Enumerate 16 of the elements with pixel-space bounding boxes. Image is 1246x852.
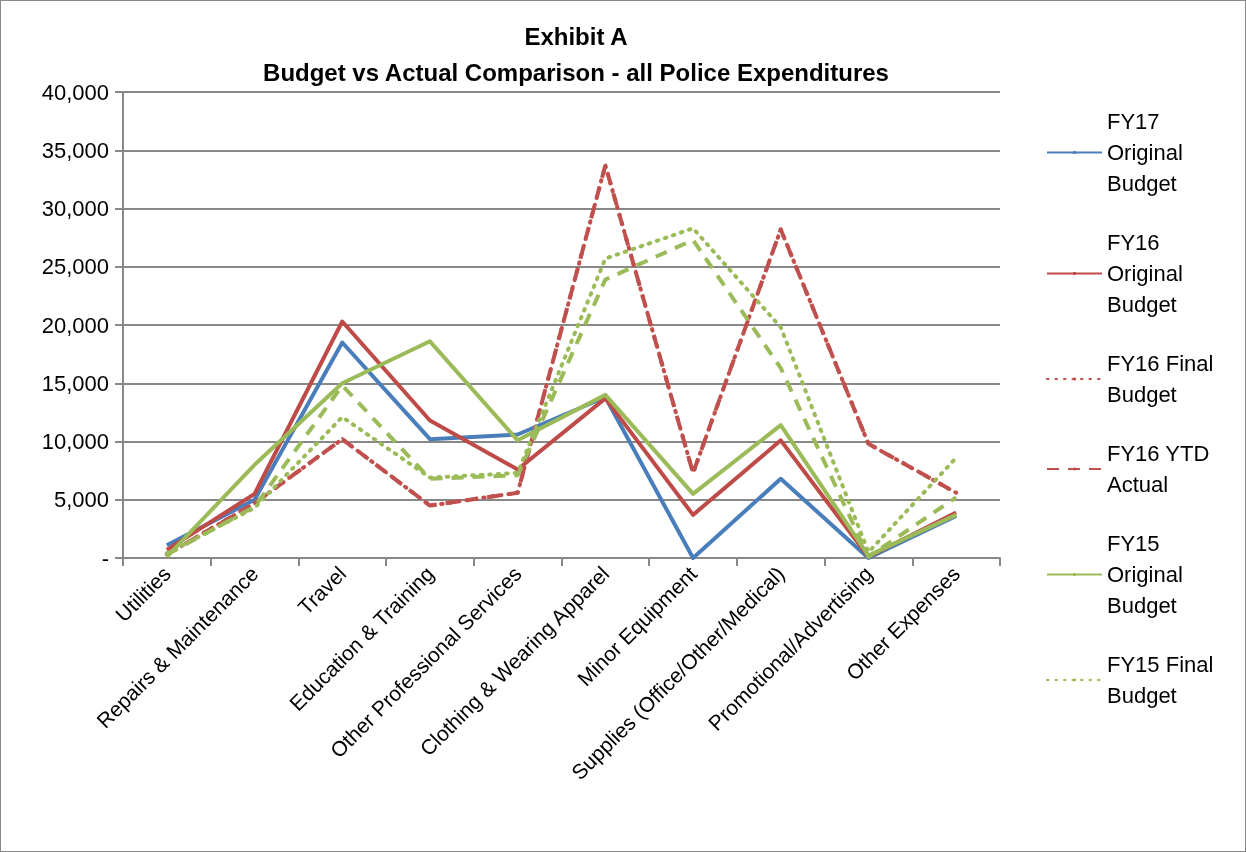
legend-label: FY16 Original Budget — [1107, 230, 1189, 317]
y-tick-label: 15,000 — [41, 370, 109, 396]
y-tick-label: 40,000 — [41, 79, 109, 105]
legend-label: FY16 YTD Actual — [1107, 441, 1216, 497]
legend-label: FY17 Original Budget — [1107, 109, 1189, 196]
y-tick-label: 10,000 — [41, 429, 109, 454]
chart-title: Exhibit A Budget vs Actual Comparison - all Police Expenditures — [263, 22, 889, 86]
legend-label: FY16 Final Budget — [1107, 351, 1220, 407]
y-tick-label: 20,000 — [41, 312, 109, 338]
legend-label: FY15 Final Budget — [1107, 652, 1220, 708]
legend-label: FY15 Original Budget — [1107, 531, 1189, 618]
y-tick-label: - — [101, 545, 109, 571]
y-tick-label: 30,000 — [41, 196, 109, 221]
y-tick-label: 25,000 — [41, 254, 109, 280]
y-tick-label: 5,000 — [53, 487, 109, 513]
y-tick-label: 35,000 — [41, 137, 109, 163]
